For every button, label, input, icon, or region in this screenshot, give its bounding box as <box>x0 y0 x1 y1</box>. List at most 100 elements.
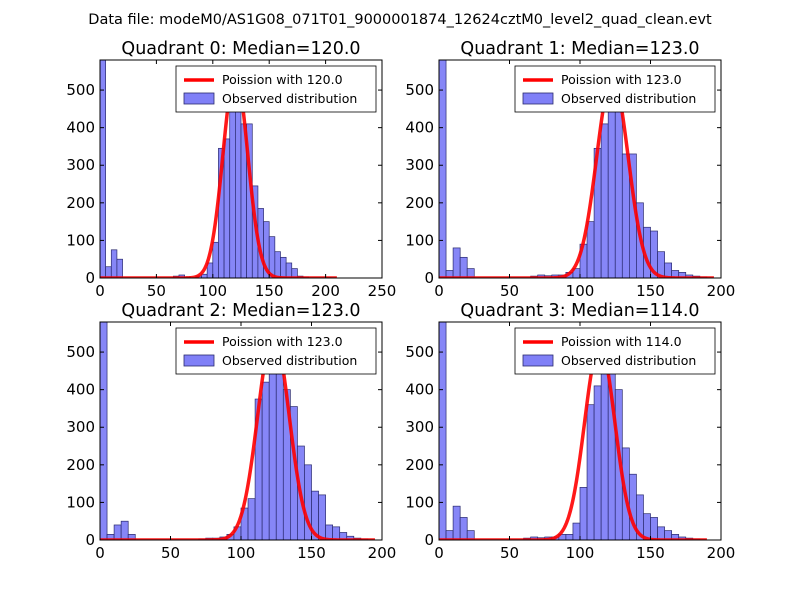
x-tick-label: 100 <box>566 544 595 562</box>
histogram-bar <box>657 526 665 540</box>
histogram-bar <box>280 256 287 278</box>
legend-fit-label: Poission with 114.0 <box>561 334 682 349</box>
histogram-bar <box>466 268 475 278</box>
histogram-bar <box>261 381 270 540</box>
quadrant-0-title: Quadrant 0: Median=120.0 <box>121 39 360 59</box>
histogram-bar <box>229 89 236 278</box>
y-tick-label: 100 <box>66 493 95 511</box>
histogram-bar <box>600 123 609 278</box>
histogram-bar <box>593 385 602 540</box>
x-tick-label: 200 <box>707 544 736 562</box>
x-tick-label: 50 <box>147 282 166 300</box>
legend-observed-label: Observed distribution <box>561 91 696 106</box>
quadrant-1-title: Quadrant 1: Median=123.0 <box>460 39 699 59</box>
histogram-bar <box>607 85 616 278</box>
y-tick-label: 0 <box>424 531 434 549</box>
histogram-bar <box>459 517 468 540</box>
histogram-bar <box>268 353 277 540</box>
histogram-bar <box>565 534 574 540</box>
x-tick-label: 200 <box>311 282 340 300</box>
x-tick-label: 0 <box>434 544 444 562</box>
x-tick-label: 0 <box>95 282 105 300</box>
y-tick-label: 200 <box>66 194 95 212</box>
x-tick-label: 100 <box>198 282 227 300</box>
x-tick-label: 150 <box>297 544 326 562</box>
y-tick-label: 500 <box>405 343 434 361</box>
legend-fit-label: Poission with 120.0 <box>222 72 343 87</box>
x-tick-label: 200 <box>707 282 736 300</box>
x-tick-label: 50 <box>500 282 519 300</box>
legend: Poission with 120.0 Observed distribution <box>175 65 377 113</box>
poisson-fit-line <box>100 71 339 278</box>
histogram-bar <box>439 322 447 540</box>
x-tick-label: 200 <box>368 544 397 562</box>
histogram-bar <box>318 494 326 540</box>
x-tick-label: 100 <box>227 544 256 562</box>
histogram-bar <box>439 60 447 278</box>
y-tick-label: 100 <box>405 231 434 249</box>
y-tick-label: 200 <box>66 456 95 474</box>
histogram-bar <box>100 322 108 540</box>
histogram-bar <box>332 526 341 540</box>
histogram-bar <box>579 487 588 540</box>
y-tick-label: 0 <box>424 269 434 287</box>
x-tick-label: 50 <box>161 544 180 562</box>
y-tick-label: 100 <box>405 493 434 511</box>
y-tick-label: 300 <box>66 156 95 174</box>
x-tick-label: 250 <box>368 282 397 300</box>
histogram-bar <box>285 262 293 278</box>
y-tick-label: 500 <box>405 81 434 99</box>
histogram-bar <box>586 221 595 278</box>
histogram-bar <box>459 256 468 278</box>
legend-observed-label: Observed distribution <box>222 91 357 106</box>
legend-bar-swatch <box>183 92 215 105</box>
y-tick-label: 400 <box>66 381 95 399</box>
y-tick-label: 400 <box>405 119 434 137</box>
histogram-bar <box>120 520 129 540</box>
y-tick-label: 100 <box>66 231 95 249</box>
y-tick-label: 300 <box>405 418 434 436</box>
x-tick-label: 50 <box>500 544 519 562</box>
legend-bar-swatch <box>522 92 554 105</box>
y-tick-label: 200 <box>405 456 434 474</box>
legend: Poission with 114.0 Observed distribution <box>514 327 716 375</box>
histogram-bar <box>621 153 630 278</box>
legend-bar-swatch <box>183 354 215 367</box>
y-tick-label: 400 <box>405 381 434 399</box>
histogram-bar <box>466 530 475 540</box>
legend: Poission with 123.0 Observed distribution <box>514 65 716 113</box>
quadrant-2-title: Quadrant 2: Median=123.0 <box>121 301 360 321</box>
bars-group <box>439 60 715 278</box>
axes-frame <box>99 59 383 279</box>
figure-suptitle: Data file: modeM0/AS1G08_071T01_90000018… <box>88 12 712 28</box>
histogram-bar <box>572 522 581 540</box>
bars-group <box>100 322 376 540</box>
histogram-bar <box>116 258 123 278</box>
x-tick-label: 150 <box>636 282 665 300</box>
y-tick-label: 400 <box>66 119 95 137</box>
histogram-bar <box>452 505 461 540</box>
x-tick-label: 150 <box>255 282 284 300</box>
histogram-bar <box>110 249 118 278</box>
y-tick-label: 300 <box>66 418 95 436</box>
histogram-bar <box>586 404 595 540</box>
x-tick-label: 150 <box>636 544 665 562</box>
histogram-bar <box>452 247 461 278</box>
histogram-bar <box>223 138 231 278</box>
quadrant-3-panel: Quadrant 3: Median=114.0 0 50 100 150 200 0 100… <box>405 301 735 562</box>
y-tick-label: 0 <box>85 269 95 287</box>
histogram-bar <box>100 60 106 278</box>
y-tick-label: 300 <box>405 156 434 174</box>
legend-bar-swatch <box>522 354 554 367</box>
quadrant-0-panel: Quadrant 0: Median=120.0 0 50 100 150 200 250 0… <box>66 39 396 300</box>
legend-observed-label: Observed distribution <box>561 353 696 368</box>
histogram-bar <box>291 268 298 278</box>
x-tick-label: 0 <box>434 282 444 300</box>
histogram-bar <box>113 524 122 540</box>
x-tick-label: 100 <box>566 282 595 300</box>
y-tick-label: 500 <box>66 81 95 99</box>
y-tick-label: 200 <box>405 194 434 212</box>
legend-fit-label: Poission with 123.0 <box>561 72 682 87</box>
histogram-bar <box>247 498 256 540</box>
